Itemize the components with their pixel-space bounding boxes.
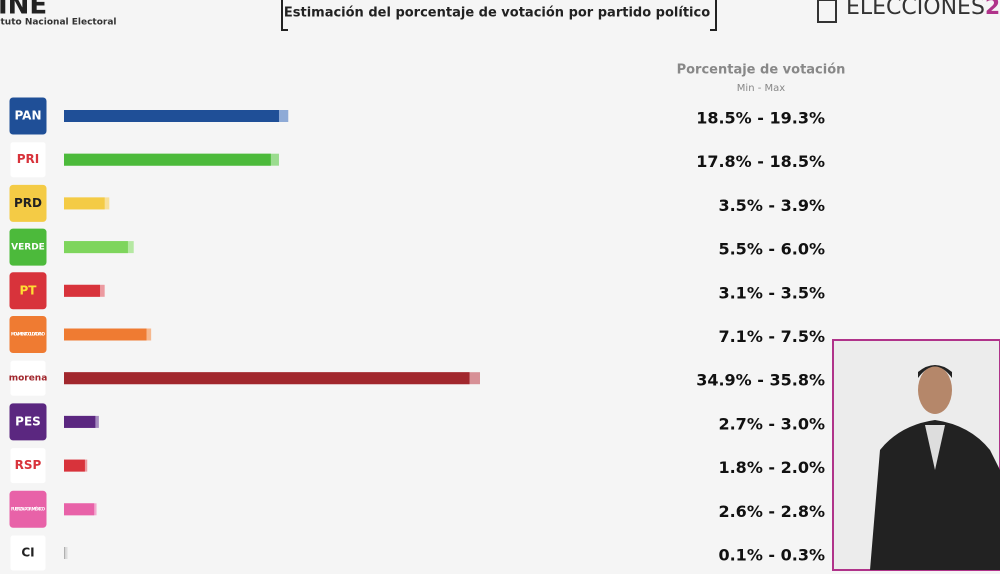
bar-min: [64, 503, 95, 516]
party-logo-label: PAN: [14, 109, 41, 123]
logo-box: [9, 316, 47, 353]
value-label: 2.6% - 2.8%: [718, 502, 825, 521]
chart-title: Estimación del porcentaje de votación po…: [284, 6, 710, 21]
brand-icon: [817, 0, 837, 23]
bar-min: [64, 547, 66, 559]
value-label: 18.5% - 19.3%: [696, 109, 825, 128]
logo-box: [9, 97, 47, 135]
party-logo-label: VERDE: [11, 243, 45, 253]
bar-min: [64, 459, 85, 472]
value-label: 2.7% - 3.0%: [718, 414, 825, 433]
column-subtitle: Min - Max: [737, 83, 785, 94]
logo-box: [9, 272, 47, 310]
logo-box: [9, 184, 47, 222]
logo-box: [9, 534, 47, 572]
value-label: 0.1% - 0.3%: [718, 546, 825, 565]
value-label: 3.5% - 3.9%: [718, 196, 825, 215]
party-logo-label: PT: [20, 283, 38, 297]
column-title: Porcentaje de votación: [677, 63, 846, 78]
brand-year: 2021: [985, 0, 1000, 20]
party-logo-label: morena: [9, 374, 48, 384]
bar-max: [64, 547, 68, 559]
bar-min: [64, 241, 128, 254]
value-label: 34.9% - 35.8%: [696, 371, 825, 390]
title-bracket: [281, 0, 717, 31]
party-logo-label: RSP: [15, 458, 42, 472]
party-logo-label: PRD: [14, 196, 42, 210]
logo-box: [9, 359, 47, 397]
presenter-body: [870, 420, 1000, 570]
ine-logo: INE: [0, 0, 47, 21]
logo-box: [9, 141, 47, 179]
presenter-inset: [832, 339, 1000, 571]
value-label: 5.5% - 6.0%: [718, 240, 825, 259]
party-logo-label: PES: [15, 414, 41, 428]
value-label: 17.8% - 18.5%: [696, 152, 825, 171]
value-label: 7.1% - 7.5%: [718, 327, 825, 346]
value-label: 1.8% - 2.0%: [718, 458, 825, 477]
bar-min: [64, 197, 105, 210]
party-logo-label: CI: [21, 546, 34, 560]
bar-min: [64, 110, 279, 122]
party-logo-label: FUERZA POR MÉXICO: [11, 506, 46, 511]
logo-box: [9, 228, 47, 266]
presenter-hair: [918, 365, 952, 378]
presenter-shirt: [925, 425, 945, 470]
institute: Instituto Nacional Electoral: [0, 18, 117, 28]
bar-min: [64, 372, 470, 385]
bar-min: [64, 284, 101, 297]
party-logo-label: PRI: [17, 152, 40, 166]
logo-box: [9, 490, 47, 528]
party-logo-label: MOVIMIENTO CIUDADANO: [11, 332, 46, 337]
logo-box: [9, 403, 47, 441]
bar-min: [64, 415, 96, 428]
brand: ELECCIONES2021: [846, 0, 1000, 20]
brand-word: ELECCIONES: [846, 0, 985, 20]
bar-min: [64, 328, 147, 341]
logo-box: [9, 447, 47, 485]
bar-min: [64, 153, 271, 166]
value-label: 3.1% - 3.5%: [718, 283, 825, 302]
presenter-head: [918, 366, 952, 414]
